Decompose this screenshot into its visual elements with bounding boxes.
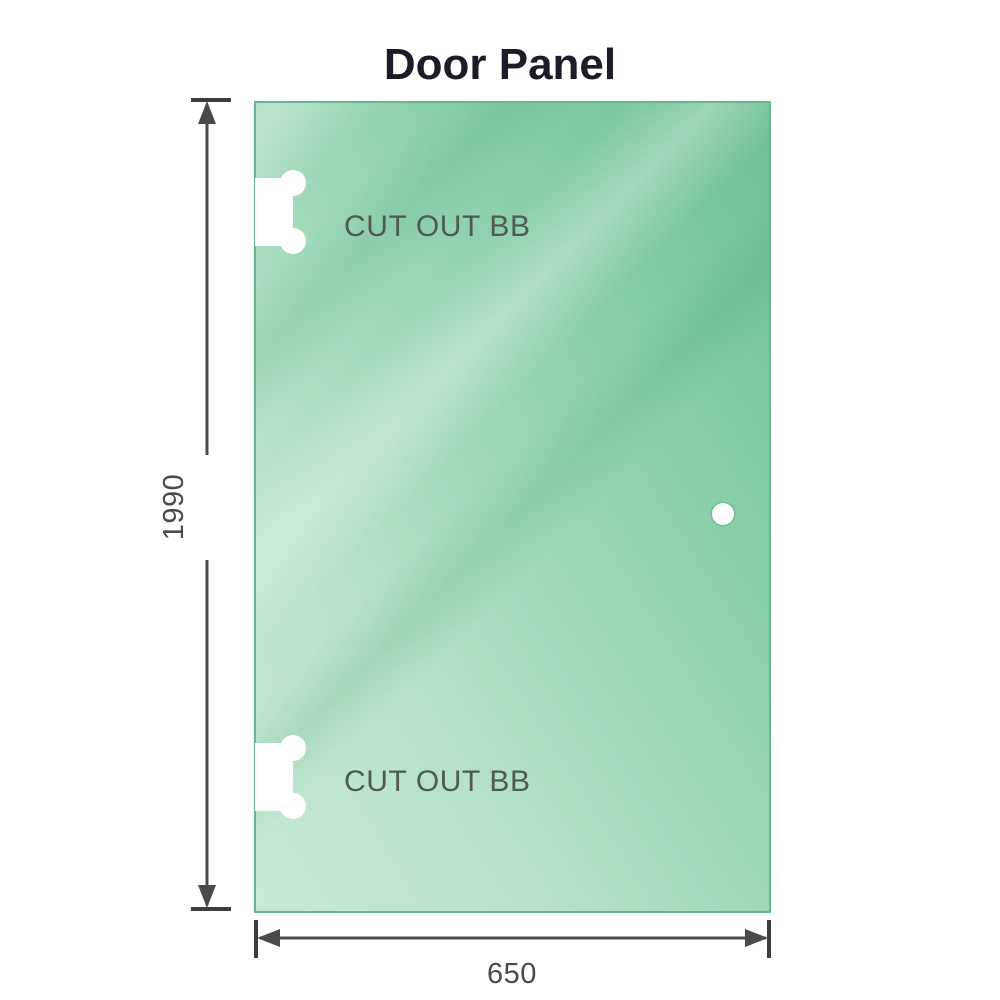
dimension-height: 1990 [158,98,231,911]
cut-out-bottom: CUT OUT BB [255,735,531,819]
height-arrow-top [198,101,216,124]
page-title: Door Panel [384,40,616,89]
width-arrow-left [257,929,280,947]
dimension-width: 650 [254,920,771,990]
cut-out-bottom-label: CUT OUT BB [344,765,531,798]
width-arrow-right [745,929,768,947]
panel-edge [254,101,771,913]
handle-hole [710,501,736,527]
height-arrow-bottom [198,885,216,908]
height-dim-label: 1990 [158,474,190,541]
width-dim-label: 650 [487,958,537,990]
cut-out-top: CUT OUT BB [255,170,531,254]
cut-out-top-label: CUT OUT BB [344,210,531,243]
